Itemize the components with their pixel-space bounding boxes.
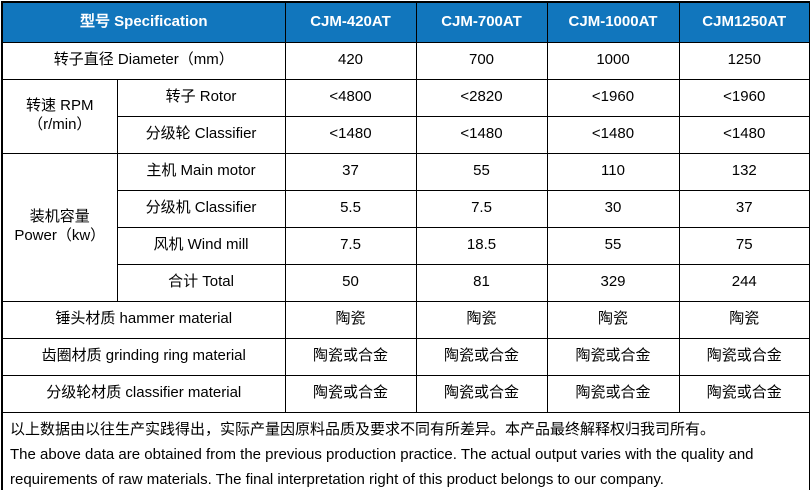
diameter-value-3: 1000: [546, 41, 680, 80]
model-header-2: CJM-700AT: [415, 1, 548, 43]
hammer-material-value-2: 陶瓷: [415, 300, 548, 339]
classifier-material-value-1: 陶瓷或合金: [284, 374, 417, 413]
rpm-rotor-value-3: <1960: [546, 78, 680, 117]
hammer-material-label: 锤头材质 hammer material: [1, 300, 286, 339]
rpm-classifier-value-3: <1480: [546, 115, 680, 154]
power-classifier-value-3: 30: [546, 189, 680, 228]
grinding-ring-material-label: 齿圈材质 grinding ring material: [1, 337, 286, 376]
grinding-ring-material-value-1: 陶瓷或合金: [284, 337, 417, 376]
power-total-value-2: 81: [415, 263, 548, 302]
power-wind-mill-value-2: 18.5: [415, 226, 548, 265]
model-header-1: CJM-420AT: [284, 1, 417, 43]
rpm-classifier-value-2: <1480: [415, 115, 548, 154]
footer-note-english-line2: requirements of raw materials. The final…: [10, 470, 664, 488]
rpm-group-label-line2: （r/min）: [28, 116, 92, 133]
table-header-row: 型号 Specification CJM-420AT CJM-700AT CJM…: [1, 1, 810, 43]
rpm-rotor-label: 转子 Rotor: [116, 78, 286, 117]
power-total-row: 合计 Total 50 81 329 244: [2, 263, 810, 302]
diameter-value-4: 1250: [678, 41, 810, 80]
rpm-classifier-row: 分级轮 Classifier <1480 <1480 <1480 <1480: [2, 115, 810, 154]
power-group-label: 装机容量 Power（kw）: [1, 152, 118, 302]
classifier-material-value-4: 陶瓷或合金: [678, 374, 810, 413]
power-classifier-value-4: 37: [678, 189, 810, 228]
power-total-value-3: 329: [546, 263, 680, 302]
power-wind-mill-label: 风机 Wind mill: [116, 226, 286, 265]
footer-note-row: 以上数据由以往生产实践得出，实际产量因原料品质及要求不同有所差异。本产品最终解释…: [1, 411, 810, 490]
power-group-label-line2: Power（kw）: [14, 227, 106, 244]
grinding-ring-material-value-2: 陶瓷或合金: [415, 337, 548, 376]
power-main-motor-label: 主机 Main motor: [116, 152, 286, 191]
rpm-rotor-value-4: <1960: [678, 78, 810, 117]
diameter-value-1: 420: [284, 41, 417, 80]
power-classifier-row: 分级机 Classifier 5.5 7.5 30 37: [2, 189, 810, 228]
power-wind-mill-row: 风机 Wind mill 7.5 18.5 55 75: [2, 226, 810, 265]
power-classifier-label: 分级机 Classifier: [116, 189, 286, 228]
diameter-row: 转子直径 Diameter（mm） 420 700 1000 1250: [1, 41, 810, 80]
diameter-label: 转子直径 Diameter（mm）: [1, 41, 286, 80]
rpm-rotor-row: 转速 RPM （r/min） 转子 Rotor <4800 <2820 <196…: [1, 78, 810, 154]
grinding-ring-material-value-4: 陶瓷或合金: [678, 337, 810, 376]
classifier-material-label: 分级轮材质 classifier material: [1, 374, 286, 413]
footer-note-english-line1: The above data are obtained from the pre…: [10, 445, 754, 463]
rpm-group-label: 转速 RPM （r/min）: [1, 78, 118, 154]
power-wind-mill-value-1: 7.5: [284, 226, 417, 265]
rpm-rotor-value-1: <4800: [284, 78, 417, 117]
power-total-label: 合计 Total: [116, 263, 286, 302]
power-wind-mill-value-4: 75: [678, 226, 810, 265]
grinding-ring-material-row: 齿圈材质 grinding ring material 陶瓷或合金 陶瓷或合金 …: [1, 337, 810, 376]
power-main-motor-value-1: 37: [284, 152, 417, 191]
rpm-rotor-value-2: <2820: [415, 78, 548, 117]
model-header-4: CJM1250AT: [678, 1, 810, 43]
hammer-material-value-1: 陶瓷: [284, 300, 417, 339]
power-main-motor-value-3: 110: [546, 152, 680, 191]
power-main-motor-value-4: 132: [678, 152, 810, 191]
power-total-value-1: 50: [284, 263, 417, 302]
power-total-value-4: 244: [678, 263, 810, 302]
power-classifier-value-1: 5.5: [284, 189, 417, 228]
spec-header-cell: 型号 Specification: [1, 1, 286, 43]
classifier-material-value-2: 陶瓷或合金: [415, 374, 548, 413]
model-header-3: CJM-1000AT: [546, 1, 680, 43]
hammer-material-value-4: 陶瓷: [678, 300, 810, 339]
footer-note-cell: 以上数据由以往生产实践得出，实际产量因原料品质及要求不同有所差异。本产品最终解释…: [1, 411, 810, 490]
power-classifier-value-2: 7.5: [415, 189, 548, 228]
power-wind-mill-value-3: 55: [546, 226, 680, 265]
rpm-group-label-line1: 转速 RPM: [25, 97, 94, 115]
power-group-label-line1: 装机容量: [29, 208, 90, 226]
rpm-classifier-label: 分级轮 Classifier: [116, 115, 286, 154]
footer-note-chinese: 以上数据由以往生产实践得出，实际产量因原料品质及要求不同有所差异。本产品最终解释…: [10, 420, 716, 438]
classifier-material-value-3: 陶瓷或合金: [546, 374, 680, 413]
hammer-material-row: 锤头材质 hammer material 陶瓷 陶瓷 陶瓷 陶瓷: [1, 300, 810, 339]
power-main-motor-value-2: 55: [415, 152, 548, 191]
grinding-ring-material-value-3: 陶瓷或合金: [546, 337, 680, 376]
hammer-material-value-3: 陶瓷: [546, 300, 680, 339]
diameter-value-2: 700: [415, 41, 548, 80]
power-main-motor-row: 装机容量 Power（kw） 主机 Main motor 37 55 110 1…: [1, 152, 810, 302]
classifier-material-row: 分级轮材质 classifier material 陶瓷或合金 陶瓷或合金 陶瓷…: [1, 374, 810, 413]
rpm-classifier-value-4: <1480: [678, 115, 810, 154]
rpm-classifier-value-1: <1480: [284, 115, 417, 154]
